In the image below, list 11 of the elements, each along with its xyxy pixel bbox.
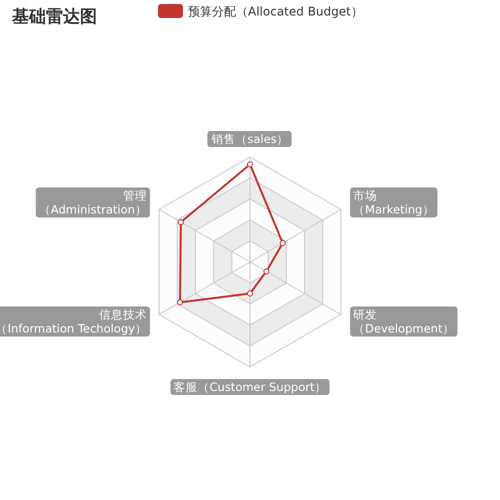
legend: 预算分配（Allocated Budget） xyxy=(158,4,363,18)
spoke-label: 销售（sales） xyxy=(210,132,289,146)
axis-name: 信息技术（Information Techology） xyxy=(0,306,150,336)
axis-name: 市场（Marketing） xyxy=(350,188,438,218)
axis-name: 研发（Development） xyxy=(350,306,458,336)
spoke-label: 客服（Customer Support） xyxy=(174,380,326,394)
axis-name: 销售（sales） xyxy=(207,131,292,147)
axis-name: 管理（Administration） xyxy=(36,188,150,218)
legend-label: 预算分配（Allocated Budget） xyxy=(188,4,363,18)
title: 基础雷达图 xyxy=(12,7,97,27)
axis-name: 客服（Customer Support） xyxy=(170,379,330,395)
